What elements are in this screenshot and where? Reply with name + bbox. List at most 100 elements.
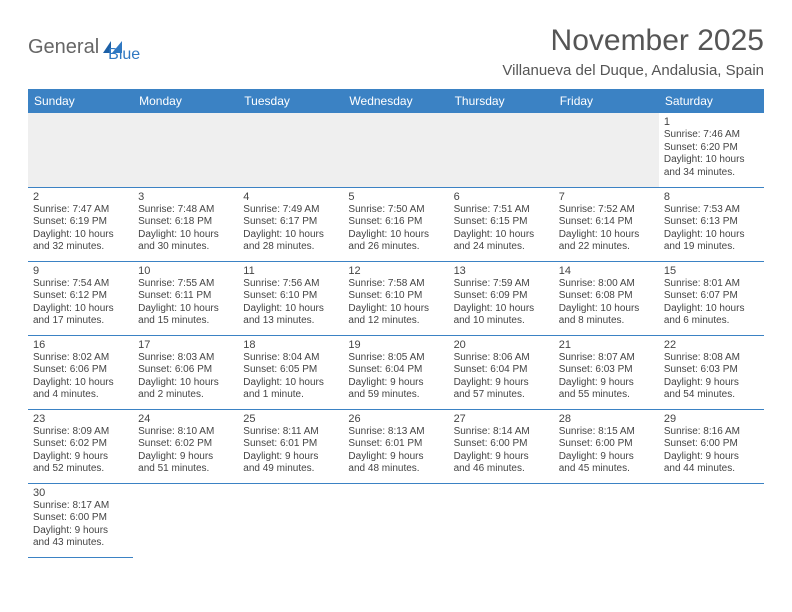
sunset-text: Sunset: 6:18 PM — [138, 216, 233, 229]
sunrise-text: Sunrise: 8:14 AM — [454, 426, 549, 439]
day-info: Sunrise: 8:11 AMSunset: 6:01 PMDaylight:… — [243, 426, 338, 476]
sunrise-text: Sunrise: 8:09 AM — [33, 426, 128, 439]
calendar-cell: 25Sunrise: 8:11 AMSunset: 6:01 PMDayligh… — [238, 409, 343, 483]
day-number: 6 — [454, 191, 549, 203]
daylight-text-2: and 30 minutes. — [138, 241, 233, 254]
daylight-text-1: Daylight: 9 hours — [559, 451, 654, 464]
calendar-cell: 24Sunrise: 8:10 AMSunset: 6:02 PMDayligh… — [133, 409, 238, 483]
calendar-cell — [554, 483, 659, 557]
day-number: 7 — [559, 191, 654, 203]
sunset-text: Sunset: 6:01 PM — [348, 438, 443, 451]
page-header: General Blue November 2025 Villanueva de… — [28, 24, 764, 79]
day-number: 11 — [243, 265, 338, 277]
calendar-cell — [343, 483, 448, 557]
sunset-text: Sunset: 6:00 PM — [33, 512, 128, 525]
day-info: Sunrise: 8:14 AMSunset: 6:00 PMDaylight:… — [454, 426, 549, 476]
sunset-text: Sunset: 6:04 PM — [454, 364, 549, 377]
day-number: 21 — [559, 339, 654, 351]
day-info: Sunrise: 7:53 AMSunset: 6:13 PMDaylight:… — [664, 204, 759, 254]
sunset-text: Sunset: 6:06 PM — [138, 364, 233, 377]
day-number: 28 — [559, 413, 654, 425]
daylight-text-1: Daylight: 10 hours — [454, 303, 549, 316]
day-info: Sunrise: 7:49 AMSunset: 6:17 PMDaylight:… — [243, 204, 338, 254]
daylight-text-1: Daylight: 10 hours — [348, 229, 443, 242]
daylight-text-1: Daylight: 9 hours — [243, 451, 338, 464]
day-info: Sunrise: 7:47 AMSunset: 6:19 PMDaylight:… — [33, 204, 128, 254]
day-info: Sunrise: 8:15 AMSunset: 6:00 PMDaylight:… — [559, 426, 654, 476]
sunset-text: Sunset: 6:12 PM — [33, 290, 128, 303]
day-number: 5 — [348, 191, 443, 203]
calendar-cell: 9Sunrise: 7:54 AMSunset: 6:12 PMDaylight… — [28, 261, 133, 335]
daylight-text-1: Daylight: 10 hours — [559, 303, 654, 316]
daylight-text-2: and 32 minutes. — [33, 241, 128, 254]
day-info: Sunrise: 8:16 AMSunset: 6:00 PMDaylight:… — [664, 426, 759, 476]
day-number: 17 — [138, 339, 233, 351]
day-info: Sunrise: 8:06 AMSunset: 6:04 PMDaylight:… — [454, 352, 549, 402]
day-number: 15 — [664, 265, 759, 277]
sunrise-text: Sunrise: 8:01 AM — [664, 278, 759, 291]
sunrise-text: Sunrise: 8:15 AM — [559, 426, 654, 439]
sunrise-text: Sunrise: 7:59 AM — [454, 278, 549, 291]
daylight-text-2: and 44 minutes. — [664, 463, 759, 476]
daylight-text-1: Daylight: 9 hours — [33, 451, 128, 464]
calendar-cell: 12Sunrise: 7:58 AMSunset: 6:10 PMDayligh… — [343, 261, 448, 335]
day-info: Sunrise: 8:17 AMSunset: 6:00 PMDaylight:… — [33, 500, 128, 550]
sunrise-text: Sunrise: 7:56 AM — [243, 278, 338, 291]
day-header: Saturday — [659, 89, 764, 113]
daylight-text-2: and 4 minutes. — [33, 389, 128, 402]
daylight-text-1: Daylight: 9 hours — [348, 377, 443, 390]
day-number: 8 — [664, 191, 759, 203]
calendar-cell: 22Sunrise: 8:08 AMSunset: 6:03 PMDayligh… — [659, 335, 764, 409]
sunrise-text: Sunrise: 8:11 AM — [243, 426, 338, 439]
day-info: Sunrise: 7:46 AMSunset: 6:20 PMDaylight:… — [664, 129, 759, 179]
daylight-text-2: and 59 minutes. — [348, 389, 443, 402]
daylight-text-1: Daylight: 10 hours — [454, 229, 549, 242]
sunset-text: Sunset: 6:00 PM — [559, 438, 654, 451]
calendar-week-row: 16Sunrise: 8:02 AMSunset: 6:06 PMDayligh… — [28, 335, 764, 409]
title-block: November 2025 Villanueva del Duque, Anda… — [502, 24, 764, 79]
sunrise-text: Sunrise: 7:46 AM — [664, 129, 759, 142]
sunset-text: Sunset: 6:02 PM — [33, 438, 128, 451]
daylight-text-2: and 48 minutes. — [348, 463, 443, 476]
calendar-cell: 14Sunrise: 8:00 AMSunset: 6:08 PMDayligh… — [554, 261, 659, 335]
day-number: 13 — [454, 265, 549, 277]
sunset-text: Sunset: 6:19 PM — [33, 216, 128, 229]
calendar-cell: 5Sunrise: 7:50 AMSunset: 6:16 PMDaylight… — [343, 187, 448, 261]
daylight-text-2: and 15 minutes. — [138, 315, 233, 328]
sunrise-text: Sunrise: 7:55 AM — [138, 278, 233, 291]
daylight-text-2: and 52 minutes. — [33, 463, 128, 476]
day-header: Tuesday — [238, 89, 343, 113]
daylight-text-2: and 1 minute. — [243, 389, 338, 402]
day-header: Monday — [133, 89, 238, 113]
calendar-cell: 16Sunrise: 8:02 AMSunset: 6:06 PMDayligh… — [28, 335, 133, 409]
day-info: Sunrise: 8:02 AMSunset: 6:06 PMDaylight:… — [33, 352, 128, 402]
day-info: Sunrise: 8:08 AMSunset: 6:03 PMDaylight:… — [664, 352, 759, 402]
sunrise-text: Sunrise: 8:10 AM — [138, 426, 233, 439]
sunset-text: Sunset: 6:09 PM — [454, 290, 549, 303]
calendar-week-row: 30Sunrise: 8:17 AMSunset: 6:00 PMDayligh… — [28, 483, 764, 557]
calendar-cell — [238, 113, 343, 187]
sunset-text: Sunset: 6:00 PM — [664, 438, 759, 451]
daylight-text-1: Daylight: 9 hours — [348, 451, 443, 464]
calendar-cell: 21Sunrise: 8:07 AMSunset: 6:03 PMDayligh… — [554, 335, 659, 409]
calendar-cell: 29Sunrise: 8:16 AMSunset: 6:00 PMDayligh… — [659, 409, 764, 483]
sunrise-text: Sunrise: 8:05 AM — [348, 352, 443, 365]
calendar-cell — [133, 113, 238, 187]
daylight-text-2: and 2 minutes. — [138, 389, 233, 402]
sunset-text: Sunset: 6:05 PM — [243, 364, 338, 377]
day-number: 24 — [138, 413, 233, 425]
day-info: Sunrise: 8:09 AMSunset: 6:02 PMDaylight:… — [33, 426, 128, 476]
sunrise-text: Sunrise: 8:00 AM — [559, 278, 654, 291]
daylight-text-1: Daylight: 9 hours — [138, 451, 233, 464]
sunset-text: Sunset: 6:04 PM — [348, 364, 443, 377]
daylight-text-2: and 55 minutes. — [559, 389, 654, 402]
day-number: 9 — [33, 265, 128, 277]
calendar-cell — [659, 483, 764, 557]
daylight-text-1: Daylight: 10 hours — [33, 377, 128, 390]
day-info: Sunrise: 7:56 AMSunset: 6:10 PMDaylight:… — [243, 278, 338, 328]
calendar-cell — [554, 113, 659, 187]
daylight-text-2: and 19 minutes. — [664, 241, 759, 254]
sunrise-text: Sunrise: 8:07 AM — [559, 352, 654, 365]
day-number: 20 — [454, 339, 549, 351]
brand-general: General — [28, 36, 99, 59]
